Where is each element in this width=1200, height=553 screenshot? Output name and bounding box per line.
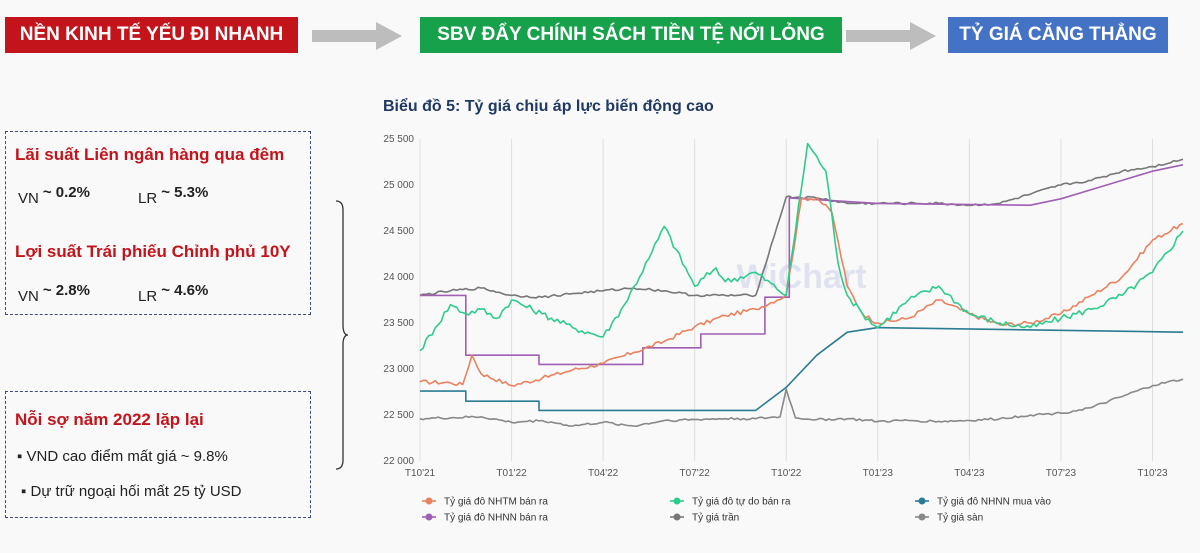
chart-axes: 22 000 22 500 23 000 23 500 24 000 24 500 25 0… — [383, 134, 1168, 479]
interbank-lr: LR ~ 5.3% — [138, 184, 209, 207]
x-tick-label: T10'23 — [1137, 468, 1168, 479]
x-tick-label: T10'22 — [771, 468, 802, 479]
banner-weak-economy: NỀN KINH TẾ YẾU ĐI NHANH — [5, 17, 298, 53]
legend-label: Tỷ giá trần — [692, 512, 739, 524]
chart-grid — [419, 139, 1153, 461]
fx-line-chart: WiChart 22 000 22 500 23 000 23 500 24 000 24… — [383, 134, 1184, 524]
interbank-vn: VN ~ 0.2% — [18, 184, 90, 207]
legend-label: Tỷ giá đô NHTM bán ra — [444, 496, 548, 508]
legend-marker — [425, 513, 433, 521]
legend-label: Tỷ giá đô NHNN bán ra — [444, 512, 548, 524]
x-tick-label: T04'23 — [954, 468, 985, 479]
rates-box: Lãi suất Liên ngân hàng qua đêm VN ~ 0.2%… — [5, 131, 311, 315]
y-tick-label: 25 000 — [383, 180, 414, 191]
series-line — [420, 326, 1184, 412]
x-tick-label: T07'22 — [680, 468, 711, 479]
bullet-item: ▪ Dự trữ ngoại hối mất 25 tỷ USD — [21, 483, 242, 500]
bond-vn: VN ~ 2.8% — [18, 282, 90, 305]
series-line — [419, 197, 1184, 387]
arrow-right-icon — [846, 22, 938, 50]
arrow-right-icon — [312, 22, 404, 50]
brace-connector — [335, 200, 349, 475]
x-tick-label: T01'23 — [863, 468, 894, 479]
legend-label: Tỷ giá đô NHNN mua vào — [937, 496, 1051, 508]
bond-lr: LR ~ 4.6% — [138, 282, 209, 305]
legend-marker — [673, 513, 681, 521]
series-line — [419, 142, 1184, 352]
bullet-item: ▪ VND cao điểm mất giá ~ 9.8% — [17, 448, 228, 465]
y-tick-label: 23 000 — [383, 364, 414, 375]
x-tick-label: T04'22 — [588, 468, 619, 479]
banner-fx-tension: TỶ GIÁ CĂNG THẲNG — [948, 17, 1168, 53]
y-tick-label: 24 000 — [383, 272, 414, 283]
fear-title: Nỗi sợ năm 2022 lặp lại — [15, 410, 204, 429]
legend-marker — [918, 497, 926, 505]
interbank-title: Lãi suất Liên ngân hàng qua đêm — [15, 145, 285, 164]
legend-label: Tỷ giá đô tự do bán ra — [692, 496, 791, 508]
fear-box: Nỗi sợ năm 2022 lặp lại ▪ VND cao điểm m… — [5, 391, 311, 518]
legend-label: Tỷ giá sàn — [937, 512, 983, 524]
y-tick-label: 22 000 — [383, 456, 414, 467]
chart-series — [419, 142, 1184, 427]
y-tick-label: 22 500 — [383, 410, 414, 421]
series-line — [420, 164, 1184, 366]
y-tick-label: 23 500 — [383, 318, 414, 329]
legend-marker — [673, 497, 681, 505]
chart-title: Biểu đồ 5: Tỷ giá chịu áp lực biến động … — [383, 98, 714, 115]
legend-marker — [918, 513, 926, 521]
series-line — [419, 378, 1184, 427]
legend-marker — [425, 497, 433, 505]
watermark: WiChart — [736, 258, 866, 296]
x-tick-label: T07'23 — [1046, 468, 1077, 479]
chart-legend: Tỷ giá đô NHTM bán ra Tỷ giá đô tự do bán… — [422, 496, 1051, 524]
y-tick-label: 24 500 — [383, 226, 414, 237]
x-tick-label: T10'21 — [405, 468, 436, 479]
bond-title: Lợi suất Trái phiếu Chỉnh phủ 10Y — [15, 242, 291, 261]
banner-monetary-easing: SBV ĐẨY CHÍNH SÁCH TIỀN TỆ NỚI LỎNG — [420, 17, 842, 53]
x-tick-label: T01'22 — [496, 468, 527, 479]
y-tick-label: 25 500 — [383, 134, 414, 145]
